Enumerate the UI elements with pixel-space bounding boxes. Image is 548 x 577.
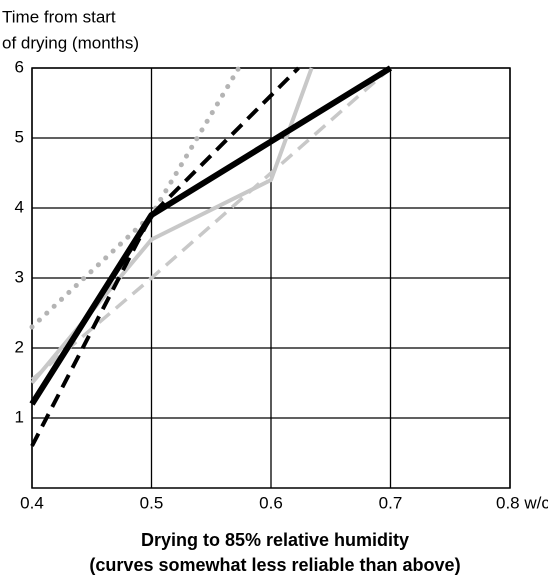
y-axis-label: Time from start (2, 7, 116, 26)
y-tick-label: 1 (15, 407, 24, 426)
line-series (29, 65, 393, 406)
line-series (29, 65, 242, 330)
x-tick-label: 0.8 w/c (496, 493, 548, 512)
y-tick-label: 4 (15, 197, 24, 216)
line-series (30, 66, 300, 447)
x-tick-label: 0.4 (20, 493, 44, 512)
x-tick-label: 0.7 (379, 493, 403, 512)
x-tick-label: 0.6 (259, 493, 283, 512)
x-tick-label: 0.5 (140, 493, 164, 512)
y-tick-label: 6 (15, 57, 24, 76)
chart-title: Drying to 85% relative humidity (141, 530, 409, 550)
y-axis-label: of drying (months) (2, 33, 139, 52)
chart-subtitle: (curves somewhat less reliable than abov… (89, 555, 460, 575)
y-tick-label: 5 (15, 127, 24, 146)
y-tick-label: 2 (15, 337, 24, 356)
y-tick-label: 3 (15, 267, 24, 286)
